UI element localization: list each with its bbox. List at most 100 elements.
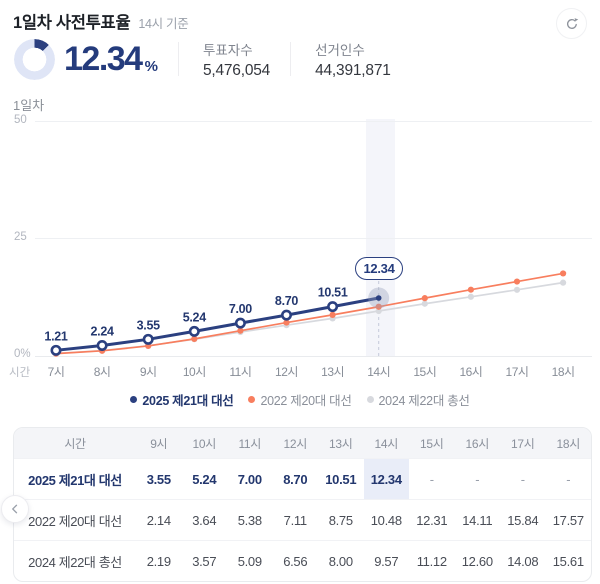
table-header-row: 시간 9시 10시 11시 12시 13시 14시 15시 16시 17시 18시	[14, 428, 591, 458]
table-cell: 15.61	[552, 553, 584, 569]
table-cell: 2.19	[146, 553, 171, 569]
y-tick-50: 50	[14, 114, 27, 126]
legend-label: 2025 제21대 대선	[142, 394, 234, 408]
chart-day-label: 1일차	[13, 98, 45, 113]
table-row-label: 2024 제22대 총선	[28, 554, 122, 570]
gridline-0	[35, 356, 592, 357]
legend-label: 2024 제22대 총선	[378, 394, 470, 408]
table-cell: 2.14	[146, 512, 171, 528]
turnout-donut	[14, 38, 55, 80]
chevron-left-icon	[9, 503, 21, 515]
table-header-cell: 시간	[64, 436, 86, 451]
x-axis-label: 11시	[229, 365, 252, 379]
legend-item-1[interactable]: 2022 제20대 대선	[248, 390, 352, 409]
x-axis-label: 13시	[321, 365, 345, 379]
turnout-summary: 12.34 % 투표자수 5,476,054 선거인수 44,391,871	[14, 37, 391, 81]
table-cell: 9.57	[374, 553, 399, 569]
x-axis-label: 8시	[93, 365, 111, 379]
table-header-cell: 16시	[465, 436, 490, 451]
table-cell: 5.09	[237, 553, 262, 569]
turnout-table: 시간 9시 10시 11시 12시 13시 14시 15시 16시 17시 18시 2025 제21대…	[13, 427, 592, 582]
table-cell: 12.60	[461, 553, 493, 569]
table-cell: -	[475, 471, 480, 487]
table-cell: 14.08	[507, 553, 539, 569]
table-cell: 8.70	[283, 471, 308, 487]
legend-item-0[interactable]: 2025 제21대 대선	[130, 390, 234, 409]
legend-dot	[366, 396, 374, 403]
divider	[177, 42, 179, 76]
table-header-cell: 17시	[511, 436, 535, 451]
current-value-bubble: 12.34	[355, 257, 403, 280]
x-axis-label: 15시	[413, 365, 437, 379]
page-title: 1일차 사전투표율 14시 기준	[13, 9, 189, 33]
electorate-stat: 선거인수 44,391,871	[315, 39, 391, 80]
table-cell: -	[566, 471, 571, 487]
as-of-label: 14시 기준	[138, 17, 189, 31]
x-axis-label: 17시	[505, 365, 529, 379]
page-title-text: 1일차 사전투표율	[13, 14, 131, 32]
legend-item-2[interactable]: 2024 제22대 총선	[366, 390, 470, 409]
electorate-value: 44,391,871	[315, 61, 391, 79]
table-scroll-left-button[interactable]	[1, 495, 29, 523]
divider	[290, 42, 292, 76]
x-axis-label: 7시	[47, 365, 65, 379]
table-row-label: 2022 제20대 대선	[28, 513, 122, 529]
table-header-cell: 11시	[238, 436, 262, 451]
chart-legend: 2025 제21대 대선 2022 제20대 대선 2024 제22대 총선	[0, 390, 600, 409]
legend-dot	[248, 396, 256, 403]
table-row-2: 2024 제22대 총선 2.19 3.57 5.09 6.56 8.00 9.57 11.1…	[14, 540, 591, 581]
x-axis-label: 9시	[139, 365, 157, 379]
table-cell: 7.00	[237, 471, 262, 487]
table-cell: 15.84	[507, 512, 539, 528]
table-cell: 14.11	[462, 512, 493, 528]
table-header-cell: 10시	[192, 436, 217, 451]
legend-dot	[130, 396, 138, 403]
table-cell: -	[520, 471, 525, 487]
gridline-50	[35, 121, 592, 122]
table-cell: 3.55	[146, 471, 171, 487]
turnout-percent-sign: %	[144, 58, 158, 75]
table-row-0: 2025 제21대 대선 3.55 5.24 7.00 8.70 10.51 12.34 - -…	[14, 458, 591, 499]
table-cell: 17.57	[552, 512, 584, 528]
gridline-25	[35, 238, 592, 239]
y-tick-0: 0%	[14, 348, 31, 360]
table-header-cell: 12시	[283, 436, 308, 451]
table-cell: 12.31	[416, 512, 448, 528]
table-header-cell: 9시	[150, 436, 168, 451]
legend-label: 2022 제20대 대선	[260, 394, 352, 408]
table-header-cell: 18시	[556, 436, 581, 451]
table-cell: 11.12	[416, 553, 447, 569]
refresh-icon	[564, 16, 580, 32]
table-row-1: 2022 제20대 대선 2.14 3.64 5.38 7.11 8.75 10.48 12.…	[14, 499, 591, 540]
x-axis-label: 16시	[459, 365, 483, 379]
table-row-label: 2025 제21대 대선	[28, 472, 122, 488]
chart-plot-area[interactable]	[35, 115, 592, 356]
table-cell: 7.11	[283, 512, 307, 528]
table-header-cell: 13시	[329, 436, 353, 451]
voters-stat: 투표자수 5,476,054	[203, 39, 270, 80]
table-cell: 5.24	[192, 471, 217, 487]
table-cell: -	[429, 471, 434, 487]
x-axis-unit-label: 시간	[9, 367, 31, 379]
y-tick-25: 25	[14, 231, 27, 243]
table-cell: 6.56	[283, 553, 308, 569]
refresh-button[interactable]	[556, 8, 587, 39]
x-axis-label: 10시	[182, 365, 206, 379]
table-cell: 10.51	[325, 471, 357, 487]
x-axis-label: 12시	[275, 365, 298, 379]
table-cell: 10.48	[370, 512, 402, 528]
table-header-cell: 14시	[374, 436, 399, 451]
table-cell: 5.38	[237, 512, 262, 528]
x-axis-label: 14시	[367, 365, 391, 379]
table-cell: 12.34	[363, 459, 409, 499]
electorate-label: 선거인수	[315, 42, 365, 58]
turnout-percent: 12.34	[64, 39, 143, 78]
table-cell: 8.00	[328, 553, 353, 569]
table-cell: 3.64	[192, 512, 217, 528]
voters-label: 투표자수	[202, 42, 253, 58]
x-axis-label: 18시	[551, 365, 575, 379]
voters-value: 5,476,054	[202, 61, 271, 79]
table-header-cell: 15시	[420, 436, 444, 451]
table-cell: 8.75	[328, 512, 353, 528]
table-cell: 3.57	[192, 553, 217, 569]
